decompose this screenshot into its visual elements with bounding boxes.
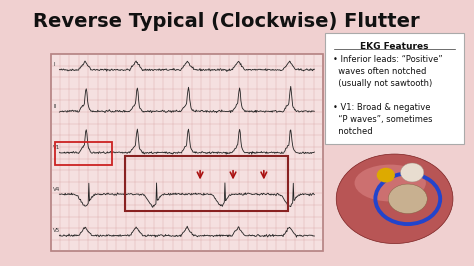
Ellipse shape [388,184,427,214]
Text: I: I [53,62,55,67]
Text: waves often notched: waves often notched [333,67,427,76]
Text: • V1: Broad & negative: • V1: Broad & negative [333,103,431,112]
Ellipse shape [336,154,453,244]
FancyBboxPatch shape [51,54,323,251]
Text: (usually not sawtooth): (usually not sawtooth) [333,79,433,88]
Text: • Inferior leads: “Positive”: • Inferior leads: “Positive” [333,55,443,64]
FancyBboxPatch shape [325,144,464,254]
FancyBboxPatch shape [325,33,464,144]
Text: II: II [53,104,56,109]
Ellipse shape [377,168,395,182]
Ellipse shape [401,163,424,182]
Text: Reverse Typical (Clockwise) Flutter: Reverse Typical (Clockwise) Flutter [33,12,420,31]
Text: V1: V1 [53,145,61,150]
Text: V4: V4 [53,186,61,192]
Ellipse shape [355,165,426,201]
Text: notched: notched [333,127,373,136]
Text: “P waves”, sometimes: “P waves”, sometimes [333,115,433,124]
Text: V5: V5 [53,228,61,233]
Text: EKG Features: EKG Features [360,42,429,51]
